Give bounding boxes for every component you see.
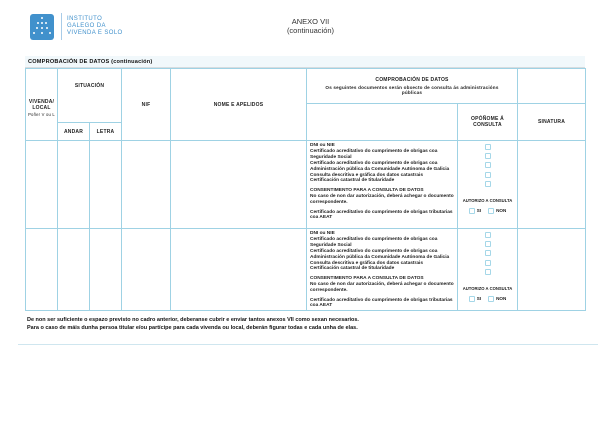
row2-letra-field[interactable]	[90, 229, 122, 311]
document-item: Consulta descritiva e gráfica dos datos …	[310, 260, 424, 266]
autorizo-si-checkbox[interactable]	[468, 295, 475, 302]
document-item: Certificado acreditativo do cumprimento …	[310, 160, 450, 172]
vivenda-label-1: VIVENDA/	[28, 99, 55, 105]
nif-label: NIF	[141, 101, 151, 108]
igvs-logo: INSTITUTO GALEGO DA VIVENDA E SOLO	[30, 13, 123, 40]
oponome-checkbox-seguridade-social[interactable]	[484, 153, 491, 160]
oponome-checkbox-admin-galicia[interactable]	[484, 162, 491, 169]
consent-title: CONSENTIMENTO PARA A CONSULTA DE DATOS	[310, 275, 424, 281]
row1-sinatura-field[interactable]	[518, 141, 586, 229]
col-header-letra: LETRA	[90, 123, 122, 141]
logo-org-line1: INSTITUTO	[67, 15, 103, 22]
si-label: SI	[476, 208, 482, 214]
row1-oponome-cell: AUTORIZO A CONSULTA SI NON	[458, 141, 518, 229]
vivenda-hint: Poñer V ou L	[28, 112, 55, 117]
document-item: Consulta descritiva e gráfica dos datos …	[310, 172, 424, 178]
consent-text: No caso de non dar autorización, deberá …	[310, 193, 454, 205]
header-empty-cell	[518, 69, 586, 104]
footer-note-2: Para o caso de máis dunha persoa titular…	[27, 324, 358, 331]
autorizo-non-checkbox[interactable]	[488, 207, 495, 214]
situacion-label: SITUACIÓN	[74, 83, 105, 89]
col-header-vivenda-local: VIVENDA/ LOCAL Poñer V ou L	[26, 69, 58, 141]
row2-sinatura-field[interactable]	[518, 229, 586, 311]
col-header-andar: ANDAR	[58, 123, 90, 141]
col-header-nif: NIF	[122, 69, 171, 141]
row1-andar-field[interactable]	[58, 141, 90, 229]
page-title-line2: (continuación)	[286, 26, 335, 35]
row2-oponome-cell: AUTORIZO A CONSULTA SI NON	[458, 229, 518, 311]
logo-divider	[61, 13, 62, 40]
section-title: COMPROBACIÓN DE DATOS (continuación)	[28, 58, 153, 65]
document-item: Certificación catastral de titularidade	[310, 178, 395, 184]
oponome-checkbox-admin-galicia[interactable]	[484, 250, 491, 257]
sinatura-label: SINATURA	[537, 119, 566, 125]
footer-note-1: De non ser suficiente o espazo previsto …	[27, 317, 359, 323]
consent-text: No caso de non dar autorización, deberá …	[310, 281, 454, 293]
document-item: Certificado acreditativo do cumprimento …	[310, 236, 438, 248]
vivenda-label-2: LOCAL	[32, 105, 51, 111]
non-label: NON	[496, 296, 507, 302]
comprobacion-title: COMPROBACIÓN DE DATOS	[375, 77, 449, 84]
page-title: ANEXO VII (continuación)	[228, 17, 393, 35]
document-item: Certificación catastral de titularidade	[310, 266, 395, 272]
nome-label: NOME E APELIDOS	[213, 101, 264, 108]
bottom-divider-line	[18, 344, 598, 345]
oponome-label: OPÓÑOME Á CONSULTA	[471, 116, 504, 128]
non-label: NON	[496, 208, 507, 214]
footer-notes: De non ser suficiente o espazo previsto …	[27, 317, 587, 332]
letra-label: LETRA	[96, 128, 115, 135]
col-header-situacion: SITUACIÓN	[58, 69, 122, 123]
comprobacion-subtitle: Os seguintes documentos serán obxecto de…	[325, 84, 499, 95]
row2-nif-field[interactable]	[122, 229, 171, 311]
row2-nome-field[interactable]	[171, 229, 307, 311]
andar-label: ANDAR	[63, 128, 84, 135]
document-item: DNI ou NIE	[310, 143, 335, 148]
oponome-checkbox-stack	[484, 232, 491, 275]
oponome-checkbox-certificacion-catastral[interactable]	[484, 180, 491, 187]
row2-andar-field[interactable]	[58, 229, 90, 311]
section-bar: COMPROBACIÓN DE DATOS (continuación)	[25, 56, 585, 68]
col-header-oponome-consulta: OPÓÑOME Á CONSULTA	[458, 104, 518, 141]
autorizo-non-checkbox[interactable]	[488, 295, 495, 302]
xunta-dots-icon	[30, 13, 54, 40]
oponome-checkbox-dni[interactable]	[484, 232, 491, 238]
autorizo-consulta-label: AUTORIZO A CONSULTA	[462, 285, 513, 291]
oponome-checkbox-consulta-catastral[interactable]	[484, 259, 491, 266]
row1-documents-cell: DNI ou NIE Certificado acreditativo do c…	[307, 141, 458, 229]
documents-header-empty-cell	[307, 104, 458, 141]
page-title-line1: ANEXO VII	[291, 17, 330, 26]
row2-documents-cell: DNI ou NIE Certificado acreditativo do c…	[307, 229, 458, 311]
col-header-comprobacion-datos: COMPROBACIÓN DE DATOS Os seguintes docum…	[307, 69, 518, 104]
oponome-checkbox-seguridade-social[interactable]	[484, 241, 491, 248]
logo-org-name: INSTITUTO GALEGO DA VIVENDA E SOLO	[67, 16, 123, 38]
row1-nif-field[interactable]	[122, 141, 171, 229]
consent-title: CONSENTIMENTO PARA A CONSULTA DE DATOS	[310, 187, 424, 193]
oponome-checkbox-stack	[484, 144, 491, 187]
row1-nome-field[interactable]	[171, 141, 307, 229]
oponome-checkbox-consulta-catastral[interactable]	[484, 171, 491, 178]
col-header-sinatura: SINATURA	[518, 104, 586, 141]
logo-org-line3: VIVENDA E SOLO	[67, 30, 123, 37]
row1-vivenda-field[interactable]	[26, 141, 58, 229]
aeat-document-item: Certificado acreditativo do cumprimento …	[310, 209, 453, 221]
row1-letra-field[interactable]	[90, 141, 122, 229]
logo-org-line2: GALEGO DA	[67, 22, 106, 29]
document-item: Certificado acreditativo do cumprimento …	[310, 248, 450, 260]
autorizo-consulta-label: AUTORIZO A CONSULTA	[462, 197, 513, 203]
document-item: DNI ou NIE	[310, 231, 335, 236]
autorizo-si-checkbox[interactable]	[468, 207, 475, 214]
aeat-document-item: Certificado acreditativo do cumprimento …	[310, 297, 453, 309]
row2-vivenda-field[interactable]	[26, 229, 58, 311]
si-label: SI	[476, 296, 482, 302]
oponome-checkbox-dni[interactable]	[484, 144, 491, 150]
comprobacion-table: VIVENDA/ LOCAL Poñer V ou L SITUACIÓN AN…	[25, 68, 586, 311]
document-item: Certificado acreditativo do cumprimento …	[310, 148, 438, 160]
oponome-checkbox-certificacion-catastral[interactable]	[484, 268, 491, 275]
col-header-nome-apelidos: NOME E APELIDOS	[171, 69, 307, 141]
